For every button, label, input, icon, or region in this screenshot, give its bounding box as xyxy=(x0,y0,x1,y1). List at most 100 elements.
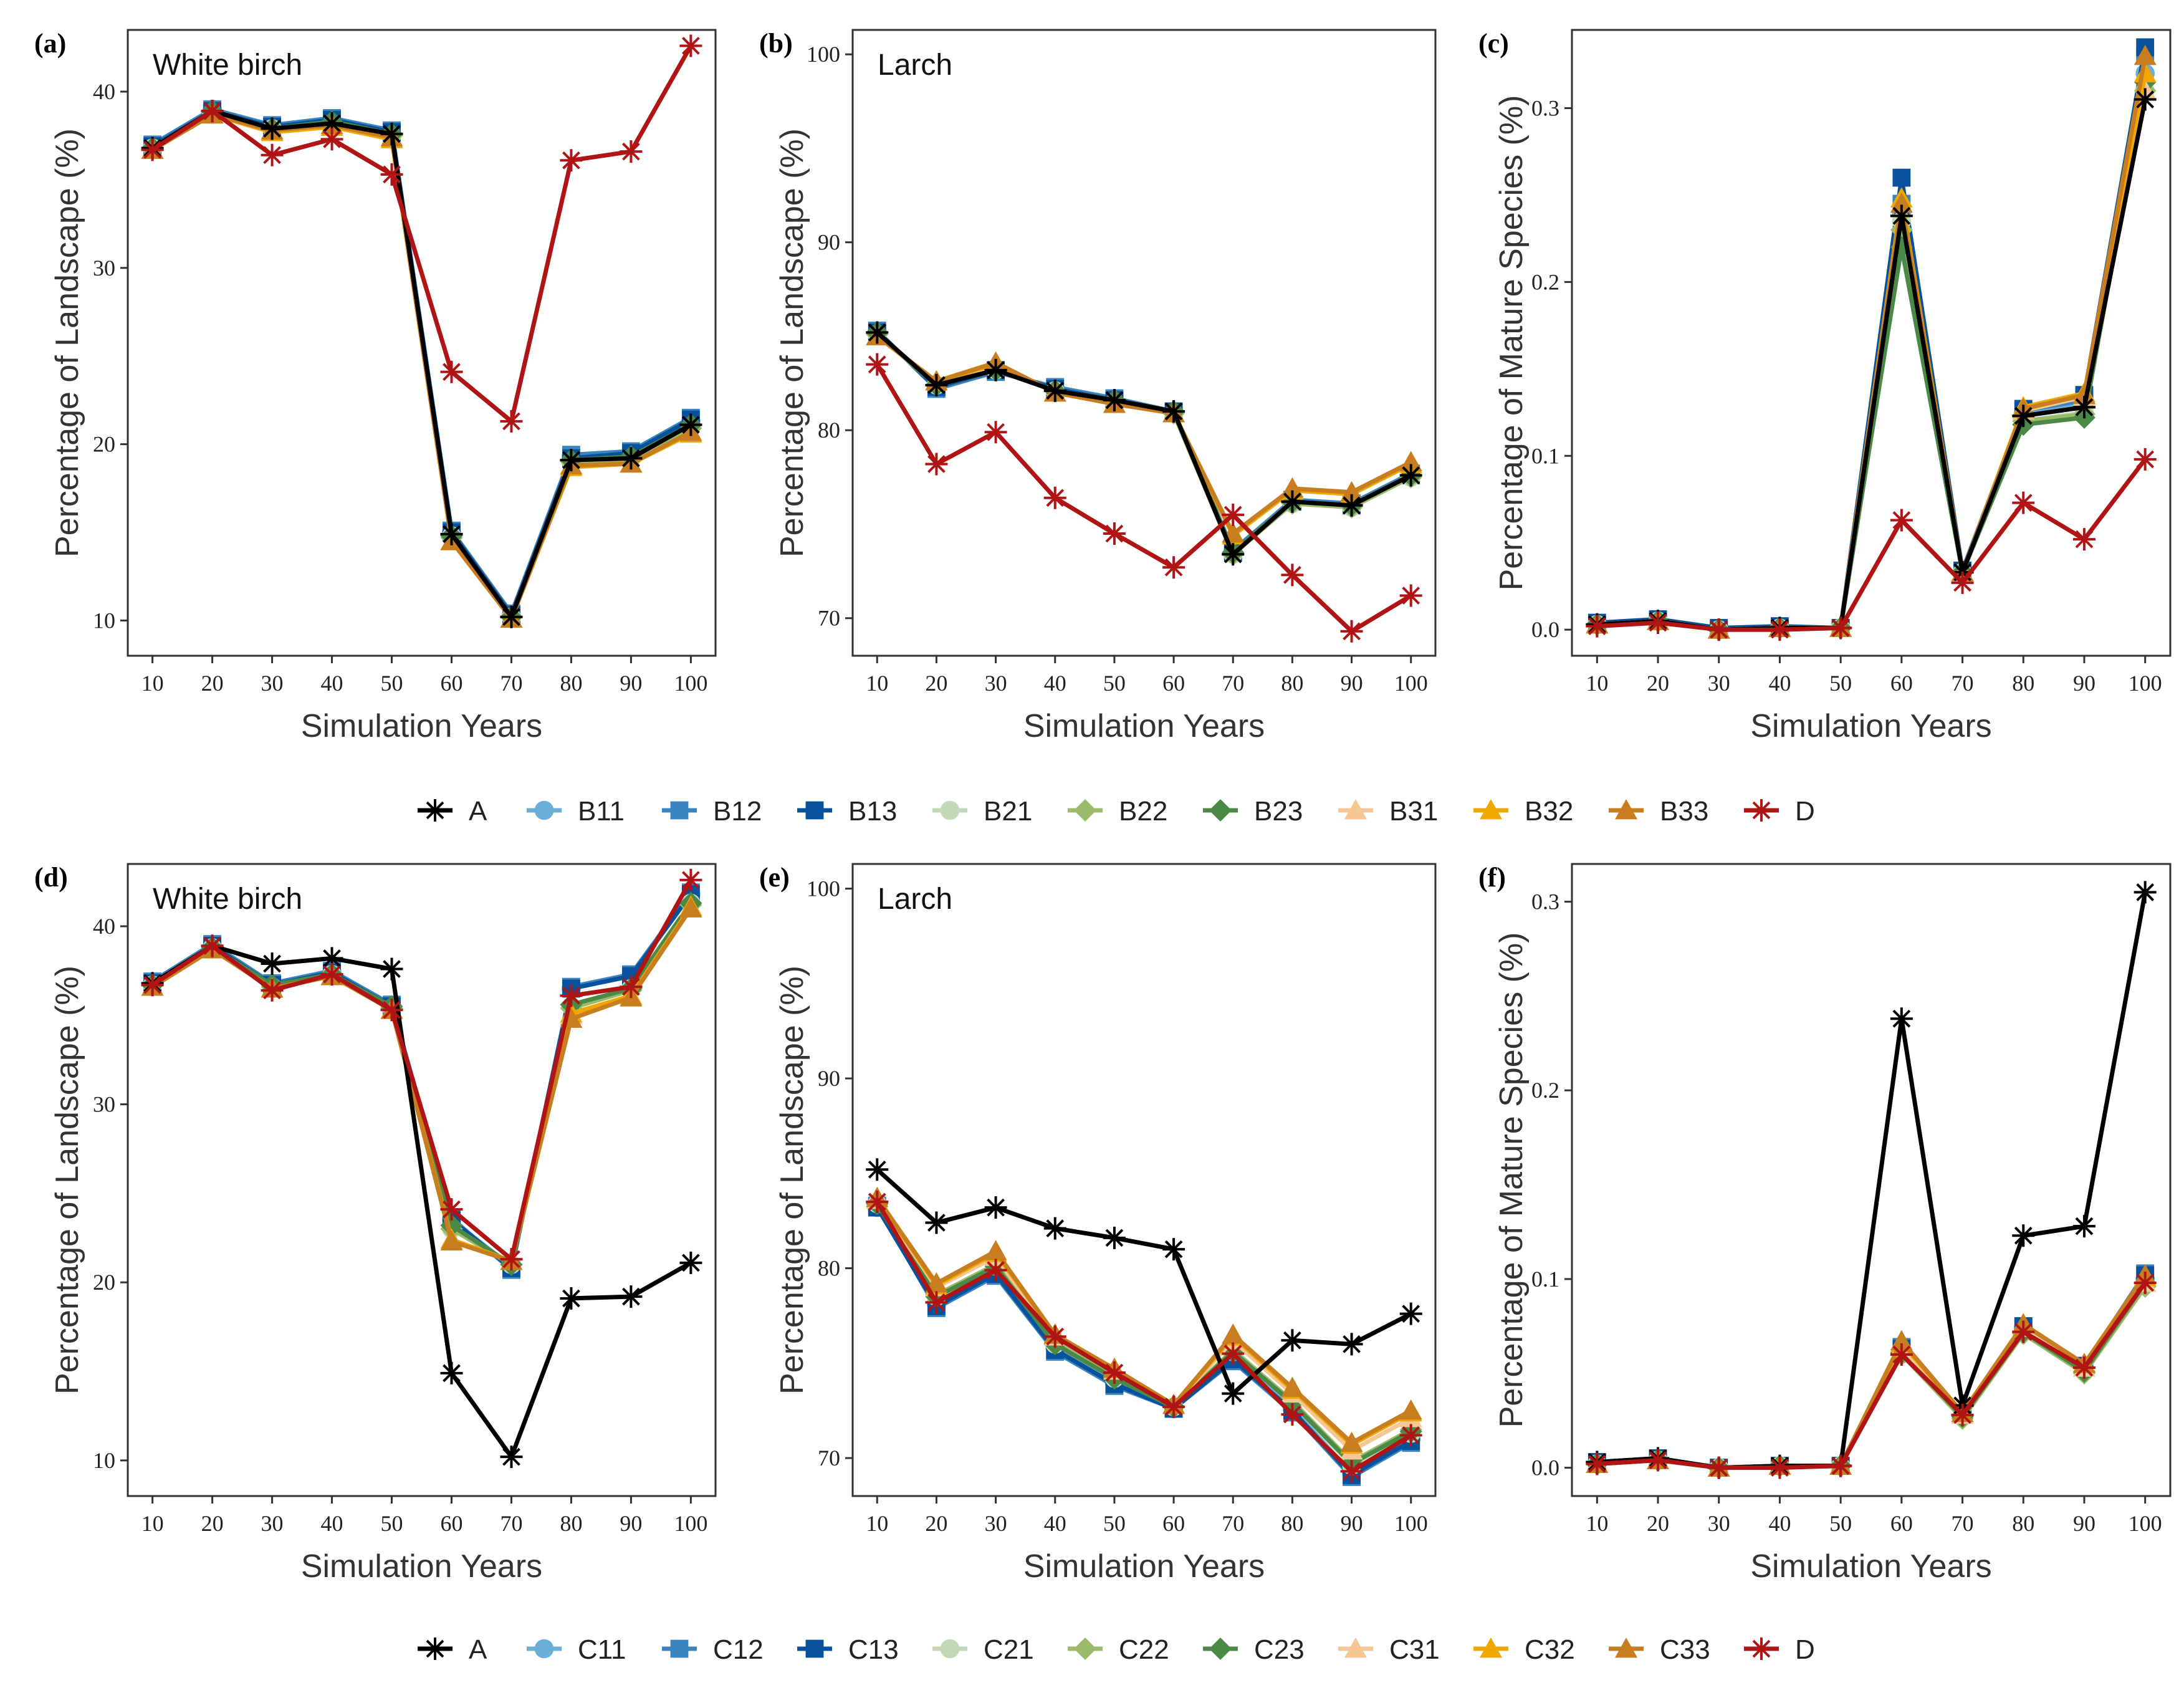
legend-item-c13: C13 xyxy=(797,1634,899,1665)
y-axis-label: Percentage of Landscape (%) xyxy=(774,128,810,557)
panel-title: White birch xyxy=(153,883,302,916)
legend-item-c22: C22 xyxy=(1068,1634,1169,1665)
data-point-b33-90 xyxy=(1340,481,1363,502)
data-point-a-70 xyxy=(1222,543,1245,566)
data-point-a-80 xyxy=(1281,1329,1304,1352)
x-tick-label: 40 xyxy=(1768,671,1791,696)
data-point-d-90 xyxy=(2072,1356,2095,1379)
data-point-d-50 xyxy=(1829,1454,1852,1477)
x-tick-label: 40 xyxy=(1768,1511,1791,1536)
x-tick-label: 80 xyxy=(1281,1511,1303,1536)
data-point-d-100 xyxy=(1399,1424,1422,1447)
series-line-b33 xyxy=(876,334,1412,536)
y-tick-label: 0.2 xyxy=(1531,1078,1559,1103)
data-point-d-50 xyxy=(380,999,403,1022)
series-a xyxy=(866,1158,1422,1405)
data-point-d-50 xyxy=(1103,522,1126,545)
data-point-a-50 xyxy=(380,122,403,145)
data-point-d-10 xyxy=(866,1191,889,1214)
x-axis-label: Simulation Years xyxy=(301,708,542,744)
legend-marker-b23 xyxy=(1209,799,1232,822)
series-line-a xyxy=(875,330,1412,557)
data-point-d-10 xyxy=(1586,1452,1609,1475)
y-tick-label: 40 xyxy=(93,914,115,939)
data-point-d-80 xyxy=(1281,1403,1304,1426)
x-tick-label: 60 xyxy=(1890,671,1913,696)
data-point-d-70 xyxy=(1951,571,1974,594)
data-point-d-20 xyxy=(201,934,224,957)
x-tick-label: 30 xyxy=(985,1511,1007,1536)
panel-title: White birch xyxy=(153,49,302,82)
data-point-a-70 xyxy=(500,605,523,628)
legend-marker-b21 xyxy=(940,800,960,820)
y-tick-label: 0.1 xyxy=(1531,443,1559,468)
data-point-d-60 xyxy=(1890,1343,1913,1366)
y-axis-label: Percentage of Mature Species (%) xyxy=(1493,933,1530,1428)
legend-marker-b31 xyxy=(1344,799,1367,820)
x-tick-label: 90 xyxy=(620,1511,642,1536)
data-point-d-90 xyxy=(620,976,643,999)
legend-item-d: D xyxy=(1744,1634,1815,1665)
x-tick-label: 20 xyxy=(925,1511,947,1536)
y-tick-label: 90 xyxy=(818,1066,840,1091)
data-point-a-50 xyxy=(380,957,403,981)
y-tick-label: 80 xyxy=(818,418,840,443)
data-point-d-90 xyxy=(1340,620,1363,643)
x-axis-label: Simulation Years xyxy=(1023,1548,1265,1585)
legend-marker-c31 xyxy=(1344,1638,1367,1658)
data-point-d-60 xyxy=(440,360,463,383)
data-point-a-80 xyxy=(2012,405,2035,428)
panel-title: Larch xyxy=(878,883,952,916)
data-point-b33-90 xyxy=(2072,383,2095,405)
data-point-a-10 xyxy=(866,321,889,344)
data-point-d-60 xyxy=(440,1198,463,1221)
plot-frame xyxy=(851,29,1437,657)
data-point-d-20 xyxy=(1647,611,1670,635)
data-point-a-80 xyxy=(2012,1224,2035,1247)
data-point-d-30 xyxy=(984,1259,1007,1282)
x-tick-label: 60 xyxy=(1162,671,1185,696)
x-tick-label: 70 xyxy=(1222,1511,1244,1536)
data-point-a-60 xyxy=(1162,400,1185,423)
x-tick-label: 100 xyxy=(2129,671,2162,696)
legend-item-c23: C23 xyxy=(1203,1634,1305,1665)
legend-2: A C11 C12 C13 C21 C22 C23 C31 C32 C33 D xyxy=(418,1634,1815,1665)
data-point-d-100 xyxy=(1399,584,1422,607)
data-point-a-80 xyxy=(560,449,583,472)
legend-label: B23 xyxy=(1254,796,1303,827)
data-point-c33-60 xyxy=(440,1230,463,1250)
series-d xyxy=(1586,1271,2157,1479)
data-point-a-70 xyxy=(1222,1382,1245,1405)
legend-1: A B11 B12 B13 B21 B22 B23 B31 B32 B33 D xyxy=(418,796,1815,827)
legend-marker-d xyxy=(1750,799,1773,822)
y-tick-label: 80 xyxy=(818,1256,840,1281)
x-tick-label: 40 xyxy=(321,671,343,696)
legend-marker-c12 xyxy=(670,1639,689,1658)
series-line-d xyxy=(151,44,693,424)
x-tick-label: 70 xyxy=(1952,671,1974,696)
y-axis-label: Percentage of Mature Species (%) xyxy=(1493,95,1530,591)
data-point-d-30 xyxy=(1707,618,1730,641)
legend-label: B32 xyxy=(1525,796,1573,827)
y-tick-label: 0.1 xyxy=(1531,1267,1559,1292)
y-tick-label: 100 xyxy=(807,42,840,67)
x-tick-label: 30 xyxy=(985,671,1007,696)
data-point-a-100 xyxy=(1399,464,1422,487)
series-d xyxy=(866,1191,1422,1483)
legend-item-b21: B21 xyxy=(932,796,1032,827)
x-tick-label: 70 xyxy=(1952,1511,1974,1536)
data-point-a-90 xyxy=(1340,494,1363,517)
x-tick-label: 50 xyxy=(381,1511,403,1536)
legend-marker-a xyxy=(424,799,446,822)
legend-label: B31 xyxy=(1389,796,1438,827)
data-point-d-30 xyxy=(984,421,1007,444)
data-point-a-90 xyxy=(2072,1215,2095,1238)
legend-label: B13 xyxy=(848,796,897,827)
data-point-d-10 xyxy=(141,138,164,161)
series-line-a xyxy=(151,943,692,1459)
plot-frame xyxy=(1571,29,2172,657)
data-point-a-40 xyxy=(320,947,343,970)
x-axis-label: Simulation Years xyxy=(1750,1548,1991,1585)
x-tick-label: 30 xyxy=(261,671,284,696)
